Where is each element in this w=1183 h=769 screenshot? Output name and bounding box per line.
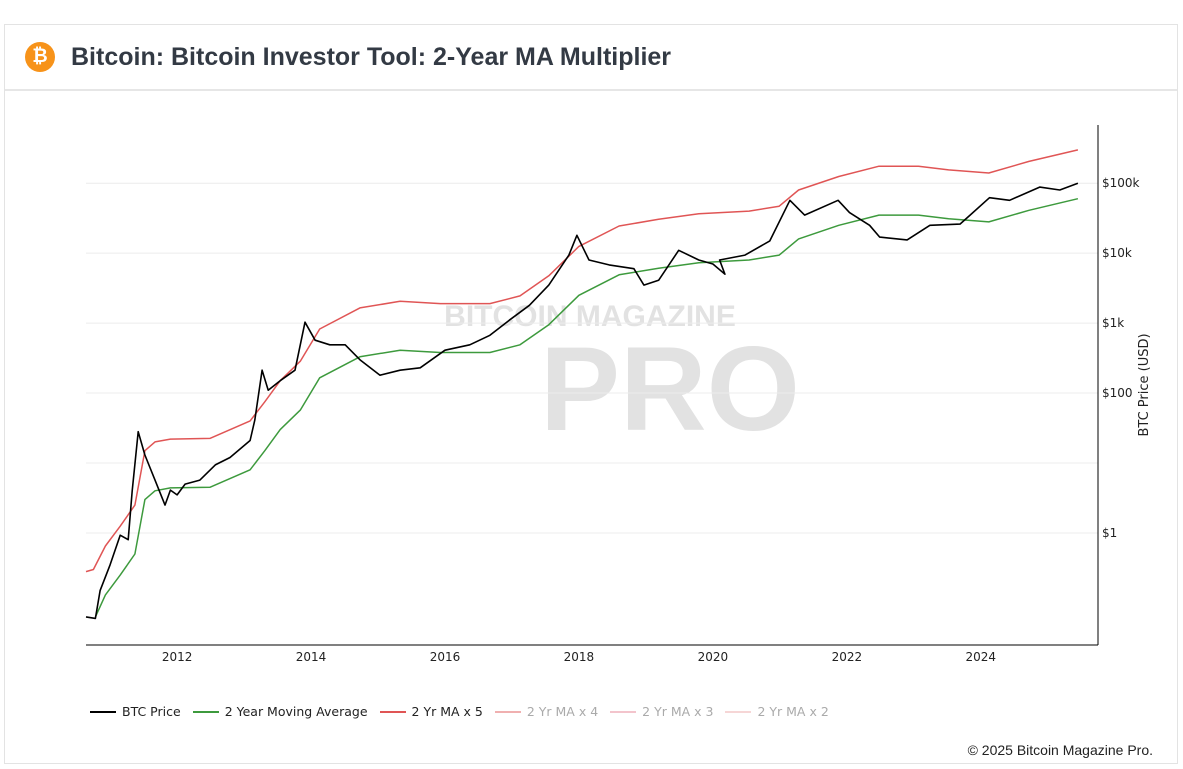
y-tick-label: $10k <box>1102 246 1132 260</box>
legend-swatch <box>610 710 637 713</box>
y-tick-label: $100 <box>1102 386 1133 400</box>
series-line-0 <box>85 182 1079 620</box>
y-axis-label: BTC Price (USD) <box>1137 333 1152 436</box>
legend-label: 2 Yr MA x 4 <box>526 704 599 719</box>
legend-swatch <box>725 710 752 713</box>
legend-swatch <box>379 710 406 713</box>
y-tick-label: $100k <box>1102 176 1140 190</box>
watermark-line2: PRO <box>540 322 800 456</box>
legend-label: 2 Yr MA x 3 <box>642 704 714 719</box>
x-tick-label: 2024 <box>966 650 997 664</box>
chart-header: ₿ Bitcoin: Bitcoin Investor Tool: 2-Year… <box>5 25 1177 91</box>
legend-item[interactable]: 2 Yr MA x 5 <box>379 704 483 719</box>
bitcoin-icon: ₿ <box>25 42 55 72</box>
y-tick-label: $1k <box>1102 316 1124 330</box>
legend-swatch <box>494 710 521 713</box>
legend: BTC Price 2 Year Moving Average 2 Yr MA x … <box>90 704 829 719</box>
legend-label: 2 Year Moving Average <box>224 704 368 719</box>
x-tick-label: 2014 <box>296 650 327 664</box>
watermark-line1: BITCOIN MAGAZINE <box>444 300 736 333</box>
copyright: © 2025 Bitcoin Magazine Pro. <box>967 742 1153 758</box>
legend-label: 2 Yr MA x 2 <box>757 704 829 719</box>
x-tick-label: 2016 <box>430 650 461 664</box>
watermark: BITCOIN MAGAZINE PRO <box>444 300 800 456</box>
legend-label: 2 Yr MA x 5 <box>411 704 483 719</box>
legend-swatch <box>90 710 116 713</box>
legend-item[interactable]: 2 Year Moving Average <box>192 704 368 719</box>
legend-item[interactable]: 2 Yr MA x 4 <box>494 704 599 719</box>
series-line-1 <box>94 197 1079 618</box>
legend-item[interactable]: BTC Price <box>90 704 181 719</box>
x-tick-label: 2020 <box>698 650 729 664</box>
x-tick-label: 2018 <box>564 650 595 664</box>
legend-swatch <box>192 710 219 713</box>
x-tick-label: 2012 <box>162 650 193 664</box>
x-tick-label: 2022 <box>832 650 863 664</box>
legend-item[interactable]: 2 Yr MA x 2 <box>725 704 829 719</box>
legend-label: BTC Price <box>122 704 181 719</box>
legend-item[interactable]: 2 Yr MA x 3 <box>610 704 713 719</box>
chart-card: ₿ Bitcoin: Bitcoin Investor Tool: 2-Year… <box>4 24 1178 764</box>
page-title: Bitcoin: Bitcoin Investor Tool: 2-Year M… <box>71 42 672 71</box>
y-tick-label: $1 <box>1102 526 1117 540</box>
series-line-2 <box>85 149 1079 573</box>
